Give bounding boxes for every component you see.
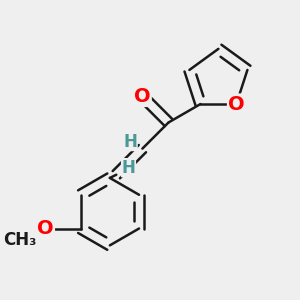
Text: O: O (228, 94, 245, 113)
Text: O: O (134, 87, 151, 106)
Text: CH₃: CH₃ (3, 231, 36, 249)
Text: H: H (122, 159, 135, 177)
Text: H: H (123, 133, 137, 151)
Text: O: O (37, 219, 54, 238)
